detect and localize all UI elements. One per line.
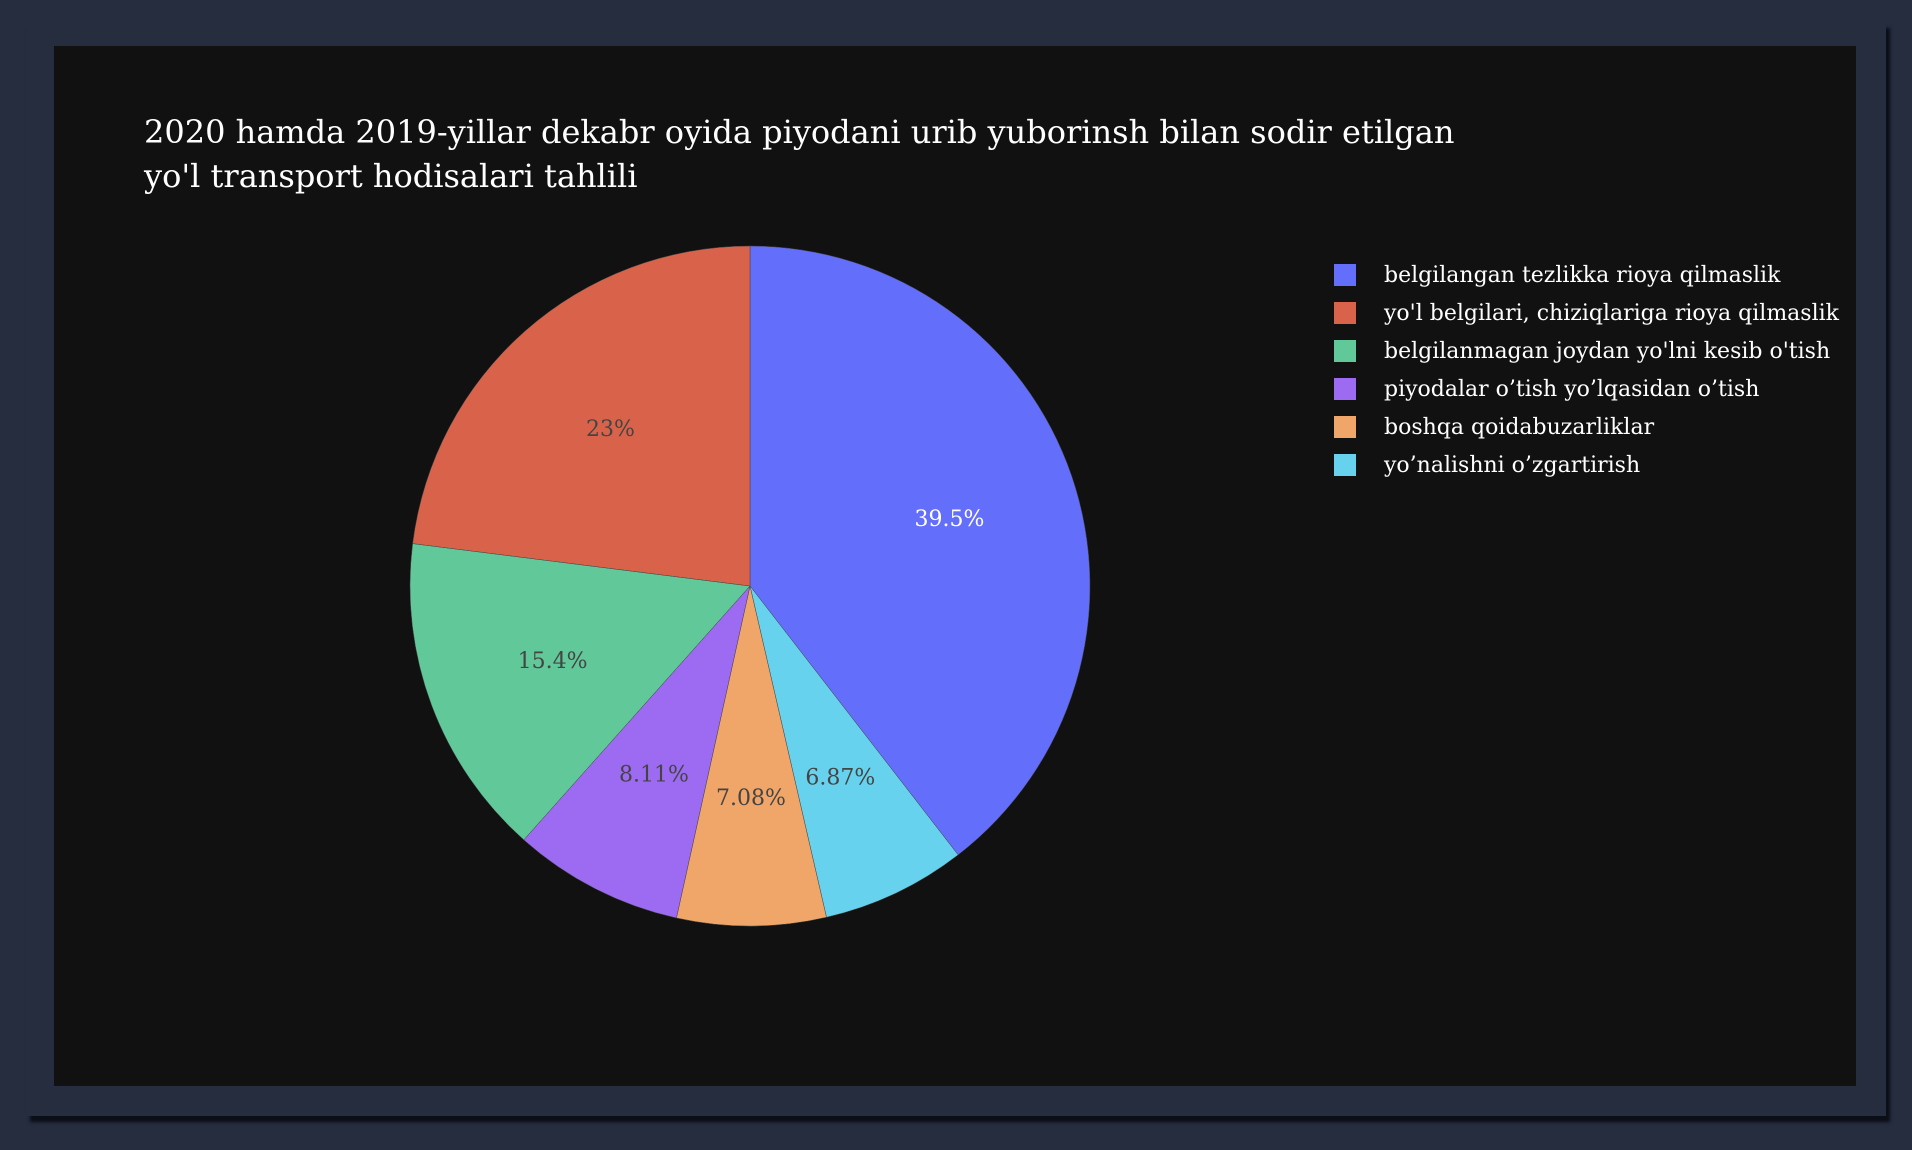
legend-item-5[interactable]: yo’nalishni o’zgartirish [1334, 446, 1839, 484]
legend-swatch-2 [1334, 340, 1356, 362]
pie-slice-label-2: 15.4% [518, 649, 588, 674]
chart-title: 2020 hamda 2019-yillar dekabr oyida piyo… [144, 110, 1544, 198]
legend-swatch-1 [1334, 302, 1356, 324]
pie-chart: 39.5% 6.87% 7.08% 8.11% 15.4% 23% [409, 245, 1091, 927]
pie-slice-2[interactable] [409, 543, 751, 841]
legend-label-4: boshqa qoidabuzarliklar [1384, 414, 1655, 440]
pie-slice-0[interactable] [749, 245, 1091, 856]
legend-label-5: yo’nalishni o’zgartirish [1384, 452, 1641, 478]
legend-item-1[interactable]: yo'l belgilari, chiziqlariga rioya qilma… [1334, 294, 1839, 332]
legend-swatch-5 [1334, 454, 1356, 476]
pie-slice-1[interactable] [412, 245, 751, 587]
pie-slice-label-1: 23% [586, 417, 635, 442]
pie-slice-label-3: 8.11% [619, 763, 689, 788]
legend-label-2: belgilanmagan joydan yo'lni kesib o'tish [1384, 338, 1831, 364]
chart-panel: 2020 hamda 2019-yillar dekabr oyida piyo… [54, 46, 1856, 1086]
pie-slice-5[interactable] [749, 585, 959, 918]
pie-slice-label-4: 7.08% [716, 786, 786, 811]
legend-label-3: piyodalar o’tish yo’lqasidan o’tish [1384, 376, 1760, 402]
pie-slice-label-0: 39.5% [915, 507, 985, 532]
legend: belgilangan tezlikka rioya qilmaslik yo'l… [1334, 256, 1839, 484]
pie-slice-4[interactable] [676, 585, 827, 927]
legend-swatch-4 [1334, 416, 1356, 438]
legend-label-1: yo'l belgilari, chiziqlariga rioya qilma… [1384, 300, 1839, 326]
pie-slice-3[interactable] [523, 585, 751, 919]
pie-slice-label-5: 6.87% [805, 766, 875, 791]
legend-item-0[interactable]: belgilangan tezlikka rioya qilmaslik [1334, 256, 1839, 294]
legend-label-0: belgilangan tezlikka rioya qilmaslik [1384, 262, 1781, 288]
chart-title-line-1: 2020 hamda 2019-yillar dekabr oyida piyo… [144, 113, 1455, 151]
legend-swatch-0 [1334, 264, 1356, 286]
legend-item-3[interactable]: piyodalar o’tish yo’lqasidan o’tish [1334, 370, 1839, 408]
chart-title-line-2: yo'l transport hodisalari tahlili [144, 157, 638, 195]
legend-item-2[interactable]: belgilanmagan joydan yo'lni kesib o'tish [1334, 332, 1839, 370]
legend-item-4[interactable]: boshqa qoidabuzarliklar [1334, 408, 1839, 446]
legend-swatch-3 [1334, 378, 1356, 400]
